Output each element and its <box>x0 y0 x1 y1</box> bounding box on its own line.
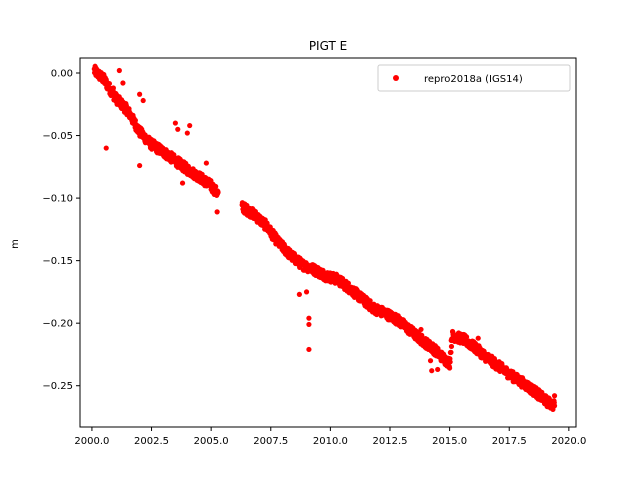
y-tick-label: 0.00 <box>51 69 73 80</box>
y-tick-label: −0.20 <box>42 319 73 330</box>
x-tick-label: 2015.0 <box>432 436 467 447</box>
data-point <box>184 130 190 136</box>
data-point <box>137 91 143 97</box>
data-point <box>215 189 221 195</box>
data-point <box>179 180 186 186</box>
data-point <box>209 189 215 195</box>
data-point <box>187 122 193 129</box>
data-point <box>448 343 455 350</box>
data-point <box>447 365 453 371</box>
data-point <box>203 160 209 166</box>
y-axis-label: m <box>10 239 21 249</box>
data-point <box>116 67 122 74</box>
data-point <box>140 97 146 104</box>
data-point <box>306 321 312 328</box>
x-tick-label: 2010.0 <box>313 436 348 447</box>
data-point <box>175 126 181 132</box>
data-point <box>106 80 113 87</box>
x-tick-label: 2020.0 <box>551 436 586 447</box>
data-point <box>172 120 178 126</box>
data-points <box>91 63 558 413</box>
data-point <box>463 334 470 340</box>
data-point <box>306 315 312 321</box>
y-tick-label: −0.25 <box>42 381 73 392</box>
data-point <box>435 366 441 373</box>
data-point <box>475 335 481 341</box>
data-point <box>137 162 143 169</box>
data-point <box>427 358 434 364</box>
y-tick-label: −0.15 <box>42 256 73 267</box>
x-tick-label: 2005.0 <box>194 436 229 447</box>
x-tick-label: 2002.5 <box>134 436 169 447</box>
legend-marker <box>393 75 399 81</box>
data-point <box>120 80 126 86</box>
legend-box <box>377 64 571 92</box>
y-axis: 0.00 −0.05 −0.10 −0.15 −0.20 −0.25 <box>42 69 80 392</box>
x-tick-label: 2000.0 <box>74 436 109 447</box>
data-point <box>429 368 435 374</box>
data-point <box>306 346 312 353</box>
data-point <box>103 145 109 151</box>
data-point <box>303 289 310 295</box>
chart-title: PIGT E <box>309 39 347 53</box>
data-point <box>296 291 302 298</box>
plot-frame <box>79 57 577 428</box>
legend: repro2018a (IGS14) <box>377 64 571 92</box>
data-point <box>551 403 558 409</box>
y-tick-label: −0.05 <box>42 131 73 142</box>
data-point <box>418 326 424 333</box>
data-point <box>551 393 558 399</box>
data-point <box>199 171 205 177</box>
data-point <box>213 183 219 190</box>
data-point <box>448 349 454 355</box>
x-tick-label: 2012.5 <box>373 436 408 447</box>
x-tick-label: 2017.5 <box>492 436 527 447</box>
x-tick-label: 2007.5 <box>253 436 288 447</box>
y-tick-label: −0.10 <box>42 194 73 205</box>
data-point <box>214 209 220 215</box>
data-point <box>110 85 116 91</box>
x-axis: 2000.0 2002.5 2005.0 2007.5 2010.0 2012.5 2015… <box>74 427 586 447</box>
data-point <box>447 359 453 365</box>
data-point <box>132 117 138 123</box>
legend-label: repro2018a (IGS14) <box>424 74 523 85</box>
